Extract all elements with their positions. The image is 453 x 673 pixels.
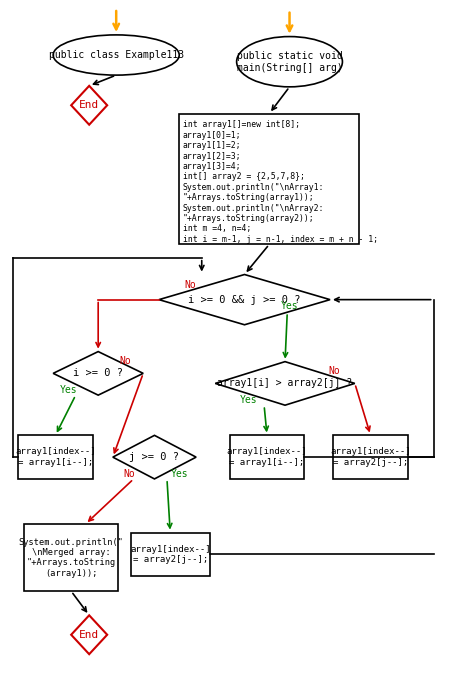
Text: public class Example113: public class Example113 <box>48 50 184 60</box>
Text: array1[index--]
= array1[i--];: array1[index--] = array1[i--]; <box>226 448 307 467</box>
FancyBboxPatch shape <box>179 114 359 244</box>
FancyBboxPatch shape <box>230 435 304 479</box>
Polygon shape <box>159 275 330 325</box>
Polygon shape <box>113 435 196 479</box>
Text: int array1[]=new int[8];
array1[0]=1;
array1[1]=2;
array1[2]=3;
array1[3]=4;
int: int array1[]=new int[8]; array1[0]=1; ar… <box>183 120 378 244</box>
Text: Yes: Yes <box>60 385 78 395</box>
Ellipse shape <box>236 36 342 87</box>
Text: array1[index--]
= array2[j--];: array1[index--] = array2[j--]; <box>330 448 411 467</box>
Text: No: No <box>185 280 196 290</box>
Text: i >= 0 && j >= 0 ?: i >= 0 && j >= 0 ? <box>188 295 301 305</box>
Text: End: End <box>79 630 99 640</box>
Polygon shape <box>215 361 355 405</box>
Text: i >= 0 ?: i >= 0 ? <box>73 368 123 378</box>
Text: array1[index--]
= array2[j--];: array1[index--] = array2[j--]; <box>130 544 211 564</box>
Text: Yes: Yes <box>281 302 299 312</box>
Polygon shape <box>71 86 107 125</box>
Text: System.out.println("
\nMerged array:
"+Arrays.toString
(array1));: System.out.println(" \nMerged array: "+A… <box>19 538 124 578</box>
FancyBboxPatch shape <box>131 532 210 576</box>
FancyBboxPatch shape <box>333 435 408 479</box>
Text: No: No <box>119 356 131 366</box>
Text: j >= 0 ?: j >= 0 ? <box>130 452 179 462</box>
Ellipse shape <box>53 35 179 75</box>
FancyBboxPatch shape <box>18 435 92 479</box>
Text: public static void
main(String[] arg): public static void main(String[] arg) <box>236 51 342 73</box>
Text: Yes: Yes <box>170 469 188 479</box>
Text: No: No <box>124 469 135 479</box>
Text: array1[i] > array2[j] ?: array1[i] > array2[j] ? <box>217 378 352 388</box>
Text: Yes: Yes <box>240 395 258 405</box>
Polygon shape <box>53 351 143 395</box>
FancyBboxPatch shape <box>24 524 118 591</box>
Polygon shape <box>71 615 107 654</box>
Text: array1[index--]
= array1[i--];: array1[index--] = array1[i--]; <box>15 448 96 467</box>
Text: End: End <box>79 100 99 110</box>
Text: No: No <box>328 366 340 376</box>
